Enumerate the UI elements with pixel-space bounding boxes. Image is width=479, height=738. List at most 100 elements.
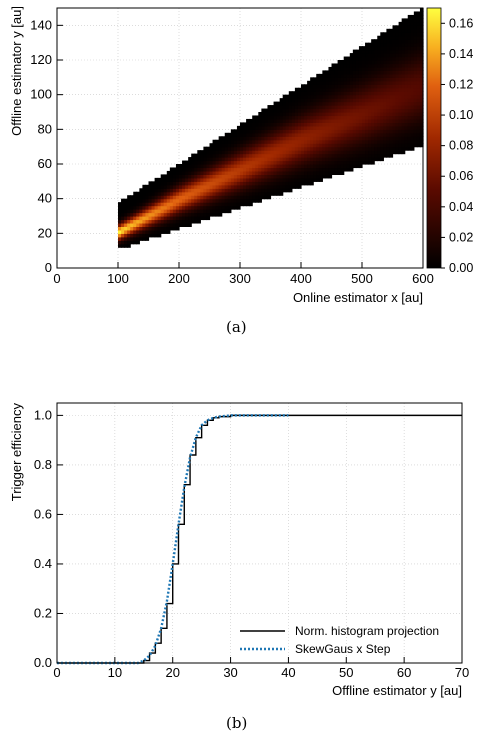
heatmap-cell: [355, 125, 360, 130]
heatmap-cell: [157, 229, 162, 234]
heatmap-cell: [297, 108, 302, 113]
heatmap-cell: [301, 94, 305, 99]
heatmap-cell: [182, 209, 186, 214]
heatmap-cell: [304, 160, 308, 165]
heatmap-cell: [133, 240, 137, 245]
heatmap-cell: [288, 91, 293, 96]
heatmap-cell: [337, 157, 342, 162]
heatmap-cell: [291, 174, 296, 179]
heatmap-cell: [169, 226, 174, 231]
heatmap-cell: [392, 139, 397, 144]
heatmap-cell: [151, 188, 156, 193]
heatmap-cell: [124, 198, 128, 203]
heatmap-cell: [282, 122, 287, 127]
heatmap-cell: [368, 122, 372, 127]
heatmap-cell: [221, 143, 226, 148]
heatmap-cell: [331, 143, 336, 148]
heatmap-cell: [377, 125, 381, 130]
heatmap-cell: [358, 139, 363, 144]
heatmap-cell: [413, 63, 418, 68]
heatmap-cell: [169, 191, 174, 196]
heatmap-cell: [371, 46, 375, 51]
heatmap-cell: [160, 212, 165, 217]
heatmap-cell: [349, 80, 354, 85]
heatmap-cell: [255, 191, 259, 196]
heatmap-cell: [401, 105, 406, 110]
heatmap-y-tick-label: 0: [45, 260, 52, 275]
heatmap-cell: [416, 56, 421, 61]
heatmap-cell: [121, 219, 125, 224]
heatmap-cell: [258, 139, 262, 144]
heatmap-cell: [194, 164, 198, 169]
heatmap-cell: [380, 73, 384, 78]
heatmap-cell: [404, 143, 409, 148]
heatmap-cell: [371, 146, 375, 151]
heatmap-cell: [276, 181, 281, 186]
heatmap-cell: [279, 170, 284, 175]
heatmap-cell: [349, 122, 354, 127]
heatmap-cell: [316, 91, 320, 96]
heatmap-cell: [172, 212, 177, 217]
heatmap-cell: [368, 77, 372, 82]
heatmap-cell: [273, 191, 278, 196]
heatmap-cell: [133, 195, 137, 200]
heatmap-cell: [136, 240, 140, 245]
heatmap-cell: [270, 181, 275, 186]
heatmap-cell: [316, 80, 320, 85]
heatmap-cell: [261, 195, 265, 200]
heatmap-cell: [401, 80, 406, 85]
heatmap-cell: [240, 143, 244, 148]
heatmap-cell: [316, 125, 320, 130]
heatmap-cell: [273, 136, 278, 141]
heatmap-cell: [368, 46, 372, 51]
heatmap-cell: [136, 216, 140, 221]
heatmap-cell: [386, 56, 391, 61]
heatmap-cell: [182, 164, 186, 169]
heatmap-cell: [349, 136, 354, 141]
heatmap-cell: [325, 94, 330, 99]
heatmap-cell: [252, 122, 256, 127]
heatmap-cell: [362, 53, 366, 58]
heatmap-cell: [154, 202, 159, 207]
heatmap-cell: [334, 129, 339, 134]
heatmap-cell: [337, 153, 342, 158]
heatmap-cell: [401, 46, 406, 51]
heatmap-cell: [401, 21, 406, 26]
heatmap-cell: [194, 188, 198, 193]
heatmap-cell: [383, 143, 387, 148]
heatmap-cell: [227, 174, 232, 179]
heatmap-cell: [349, 108, 354, 113]
heatmap-y-tick-label: 120: [30, 52, 52, 67]
heatmap-cell: [316, 150, 320, 155]
heatmap-cell: [142, 195, 147, 200]
heatmap-cell: [243, 167, 247, 172]
heatmap-cell: [374, 63, 378, 68]
heatmap-cell: [209, 143, 214, 148]
heatmap-cell: [307, 80, 311, 85]
heatmap-cell: [252, 136, 256, 141]
heatmap-cell: [246, 191, 250, 196]
heatmap-cell: [166, 170, 171, 175]
heatmap-cell: [227, 205, 232, 210]
heatmap-cell: [383, 153, 387, 158]
heatmap-cell: [166, 181, 171, 186]
heatmap-cell: [386, 101, 391, 106]
heatmap-cell: [182, 202, 186, 207]
heatmap-cell: [410, 129, 415, 134]
heatmap-cell: [200, 212, 204, 217]
heatmap-cell: [331, 122, 336, 127]
heatmap-cell: [304, 122, 308, 127]
heatmap-cell: [355, 160, 360, 165]
heatmap-cell: [401, 91, 406, 96]
heatmap-cell: [307, 167, 311, 172]
heatmap-cell: [365, 42, 369, 47]
heatmap-cell: [386, 91, 391, 96]
heatmap-cell: [395, 53, 400, 58]
heatmap-cell: [419, 91, 424, 96]
heatmap-cell: [160, 195, 165, 200]
heatmap-cell: [191, 174, 195, 179]
heatmap-cell: [340, 160, 345, 165]
heatmap-cell: [404, 112, 409, 117]
heatmap-cell: [230, 129, 235, 134]
heatmap-cell: [352, 87, 357, 92]
